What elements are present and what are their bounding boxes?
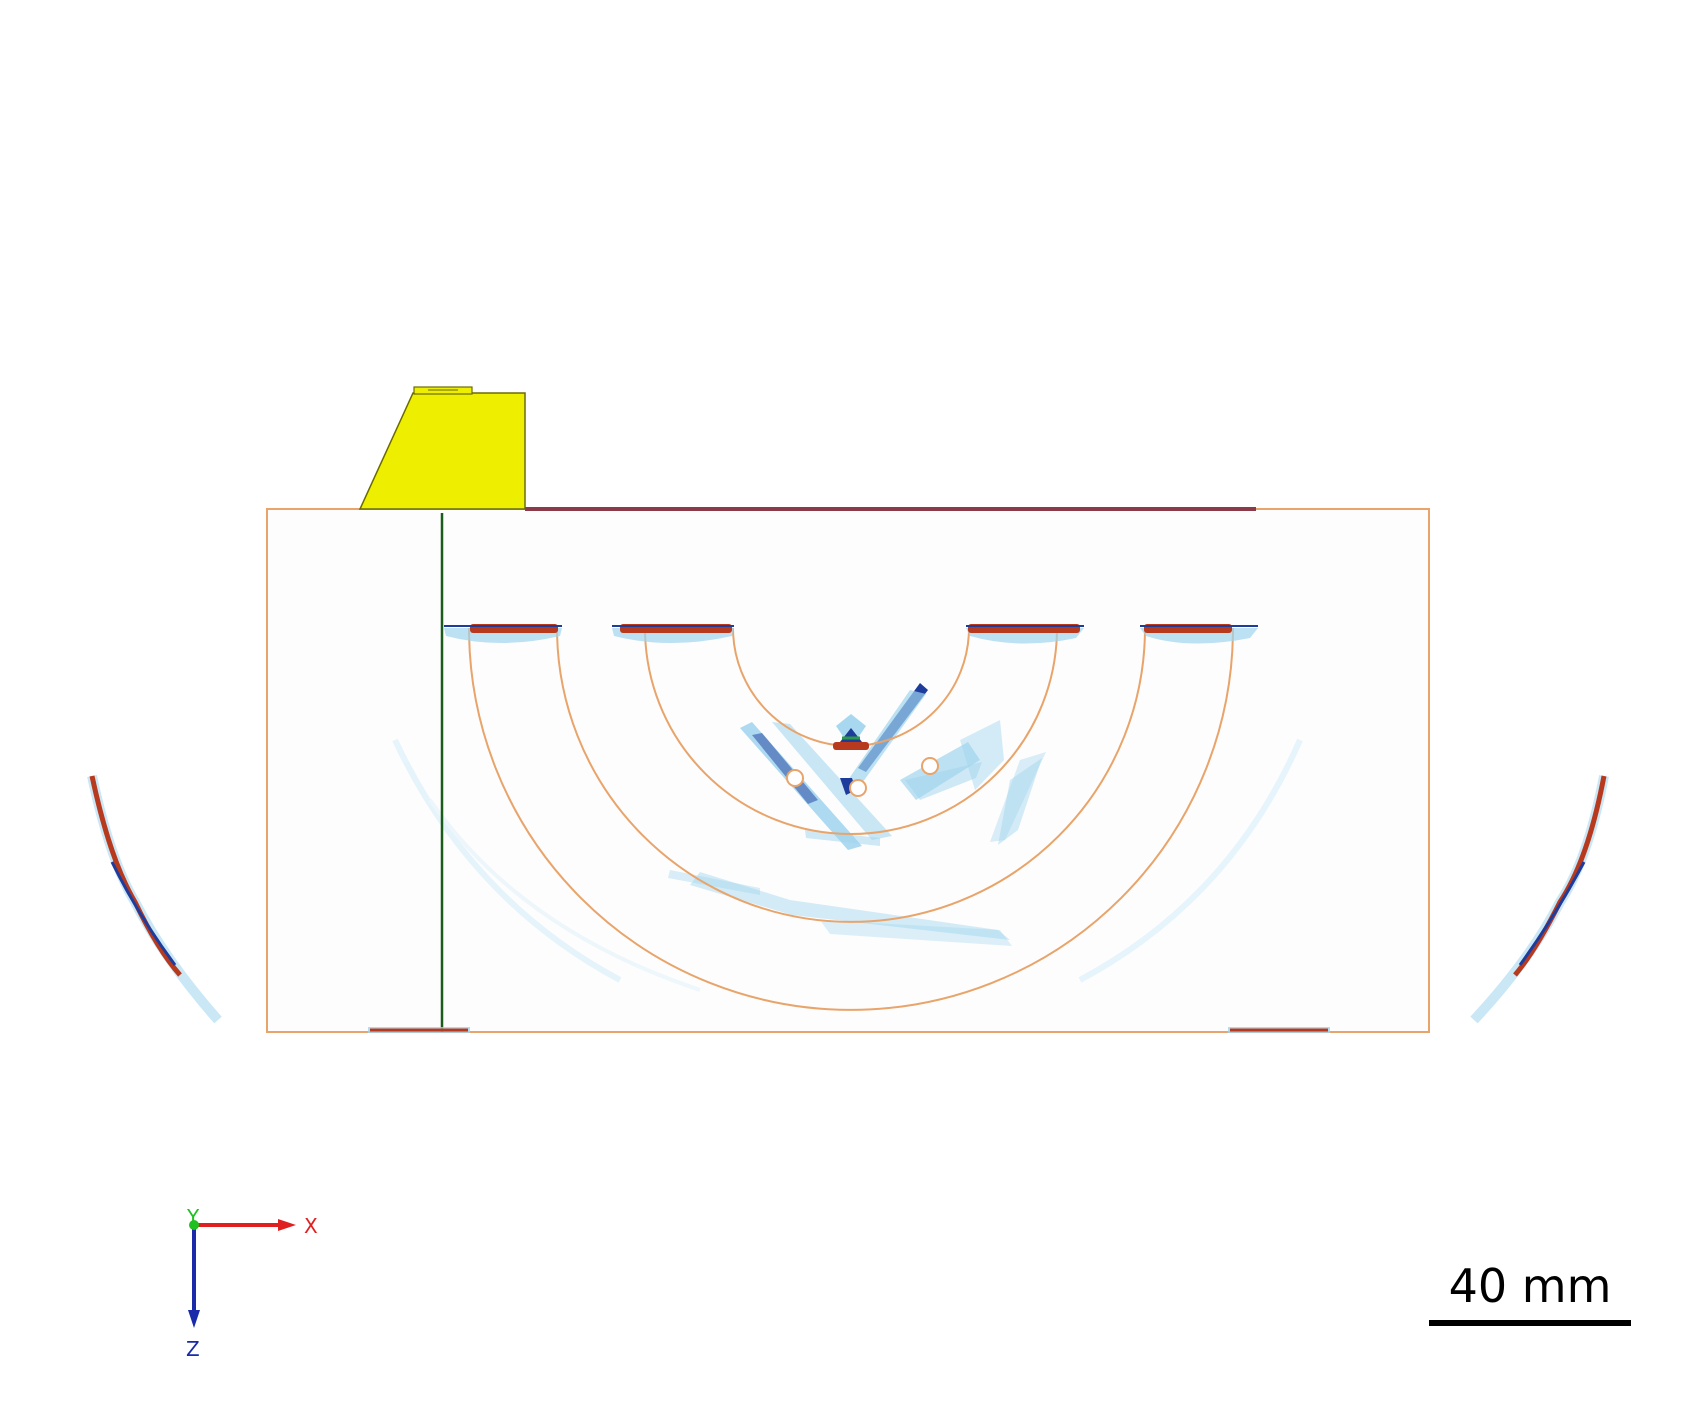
groove-top-echoes: [444, 624, 1258, 644]
beam-traces: [668, 683, 1046, 946]
left-wavefront: [87, 774, 222, 1024]
axis-triad-icon: X Y Z: [186, 1205, 318, 1361]
x-axis-label: X: [304, 1214, 318, 1238]
right-wavefront: [1470, 775, 1609, 1024]
backwall-echoes: [368, 1027, 1330, 1033]
scale-bar-label: 40 mm: [1449, 1259, 1612, 1313]
scale-bar: 40 mm: [1429, 1259, 1631, 1326]
side-drilled-holes: [786, 757, 939, 797]
probe-wedge: [358, 386, 526, 510]
z-axis-label: Z: [186, 1337, 200, 1361]
diffuse-field: [392, 738, 1303, 992]
y-axis-label: Y: [186, 1205, 200, 1229]
specimen-block: [266, 508, 1430, 1033]
tip-echo: [833, 714, 869, 750]
